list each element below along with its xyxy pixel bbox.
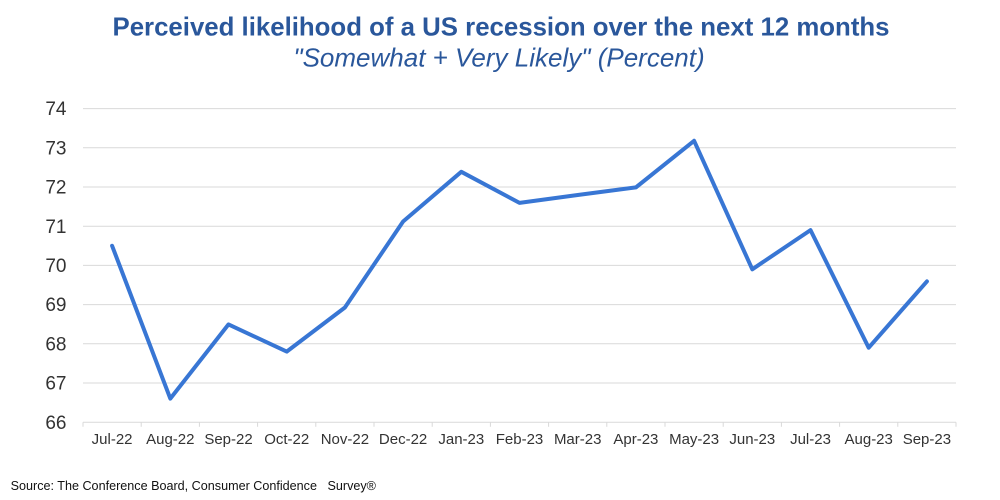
svg-text:May-23: May-23 xyxy=(669,431,719,448)
svg-text:Aug-22: Aug-22 xyxy=(146,431,194,448)
svg-text:71: 71 xyxy=(45,217,66,238)
svg-text:Jun-23: Jun-23 xyxy=(729,431,775,448)
svg-text:Mar-23: Mar-23 xyxy=(554,431,602,448)
svg-text:Sep-23: Sep-23 xyxy=(903,431,951,448)
svg-text:72: 72 xyxy=(45,178,66,199)
svg-text:67: 67 xyxy=(45,374,66,395)
svg-text:Perceived likelihood of a US r: Perceived likelihood of a US recession o… xyxy=(112,14,889,42)
svg-text:68: 68 xyxy=(45,334,66,355)
svg-text:Jan-23: Jan-23 xyxy=(438,431,484,448)
svg-text:Sep-22: Sep-22 xyxy=(204,431,252,448)
svg-text:Feb-23: Feb-23 xyxy=(496,431,544,448)
svg-text:70: 70 xyxy=(45,256,66,277)
svg-text:"Somewhat + Very Likely" (Perc: "Somewhat + Very Likely" (Percent) xyxy=(293,43,704,73)
svg-text:Aug-23: Aug-23 xyxy=(845,431,893,448)
svg-text:Oct-22: Oct-22 xyxy=(264,431,309,448)
svg-text:Jul-22: Jul-22 xyxy=(92,431,133,448)
svg-text:Source: The Conference Board,: Source: The Conference Board, Consumer C… xyxy=(11,479,377,493)
svg-text:66: 66 xyxy=(45,413,66,434)
svg-text:73: 73 xyxy=(45,138,66,159)
svg-text:Nov-22: Nov-22 xyxy=(321,431,369,448)
svg-text:Apr-23: Apr-23 xyxy=(613,431,658,448)
svg-text:Jul-23: Jul-23 xyxy=(790,431,831,448)
svg-text:74: 74 xyxy=(45,99,67,120)
svg-text:69: 69 xyxy=(45,295,66,316)
svg-text:Dec-22: Dec-22 xyxy=(379,431,427,448)
